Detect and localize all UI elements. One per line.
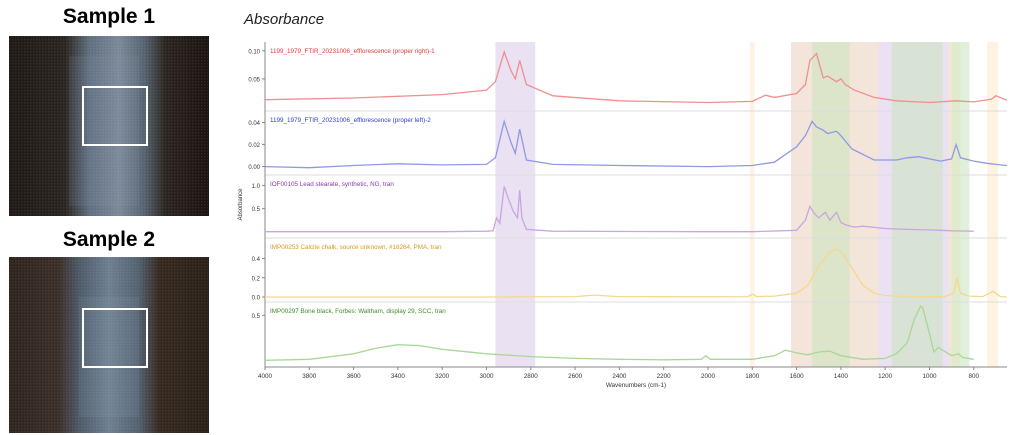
- x-tick-label: 1400: [834, 373, 849, 380]
- x-tick-label: 800: [969, 373, 980, 380]
- series-label: IMP00253 Calcite chalk, source unknown, …: [270, 244, 442, 251]
- sample-1-image: [9, 36, 209, 216]
- x-tick-label: 3200: [435, 373, 450, 380]
- ftir-chart: 0.10 0.05 1199_1979_FTIR_20231006_efflores…: [238, 42, 1008, 389]
- series-line: [264, 118, 1008, 169]
- highlight-region: [987, 42, 999, 367]
- y-tick-label: 0.5: [252, 314, 261, 320]
- x-tick-label: 1000: [922, 373, 937, 380]
- y-tick-label: 0.05: [248, 77, 260, 83]
- sample-2-selection-box: [82, 308, 148, 368]
- x-tick-label: 2600: [568, 373, 583, 380]
- highlight-region: [750, 42, 755, 367]
- x-tick-label: 4000: [258, 373, 273, 380]
- y-tick-label: 0.4: [252, 257, 261, 263]
- series-label: IOF00105 Lead stearate, synthetic, NG, t…: [270, 181, 394, 188]
- series-line: [265, 248, 1008, 298]
- y-tick-label: 0.04: [248, 121, 260, 127]
- series-label: 1199_1979_FTIR_20231006_efflorescence (p…: [270, 48, 435, 55]
- sample-1-selection-box: [82, 86, 148, 146]
- y-tick-label: 0.5: [252, 207, 261, 213]
- y-tick-label: 0.2: [252, 276, 261, 282]
- y-tick-label: 0.0: [252, 296, 261, 302]
- x-tick-label: 2000: [701, 373, 716, 380]
- sample-1-title: Sample 1: [62, 5, 156, 28]
- highlight-region: [951, 42, 970, 367]
- x-tick-label: 1200: [878, 373, 893, 380]
- series-label: IMP00297 Bone black, Forbes: Waltham, di…: [270, 308, 446, 315]
- y-tick-label: 0.10: [248, 49, 260, 55]
- series-line: [264, 305, 974, 361]
- x-tick-label: 1800: [745, 373, 760, 380]
- series-line: [265, 186, 974, 233]
- x-axis-label: Wavenumbers (cm-1): [606, 382, 666, 389]
- series-line: [264, 49, 1008, 104]
- x-tick-label: 3800: [302, 373, 317, 380]
- sample-2-texture: [9, 257, 209, 433]
- x-tick-label: 2400: [612, 373, 627, 380]
- y-axis-label: Absorbance: [238, 188, 244, 221]
- x-tick-label: 3000: [479, 373, 494, 380]
- y-tick-label: 0.02: [248, 143, 260, 149]
- series-label: 1199_1979_FTIR_20231006_efflorescence (p…: [270, 117, 431, 124]
- y-tick-label: 1.0: [252, 184, 261, 190]
- sample-1-texture: [9, 36, 209, 216]
- sample-2-image: [9, 257, 209, 433]
- x-tick-label: 3600: [347, 373, 362, 380]
- x-tick-label: 1600: [790, 373, 805, 380]
- highlight-region: [891, 42, 943, 367]
- x-tick-label: 3400: [391, 373, 406, 380]
- chart-title: Absorbance: [244, 11, 325, 28]
- sample-2-title: Sample 2: [62, 228, 156, 251]
- highlight-region: [812, 42, 850, 367]
- y-tick-label: 0.00: [248, 165, 260, 171]
- highlight-region: [495, 42, 536, 367]
- x-tick-label: 2800: [524, 373, 539, 380]
- x-tick-label: 2200: [657, 373, 672, 380]
